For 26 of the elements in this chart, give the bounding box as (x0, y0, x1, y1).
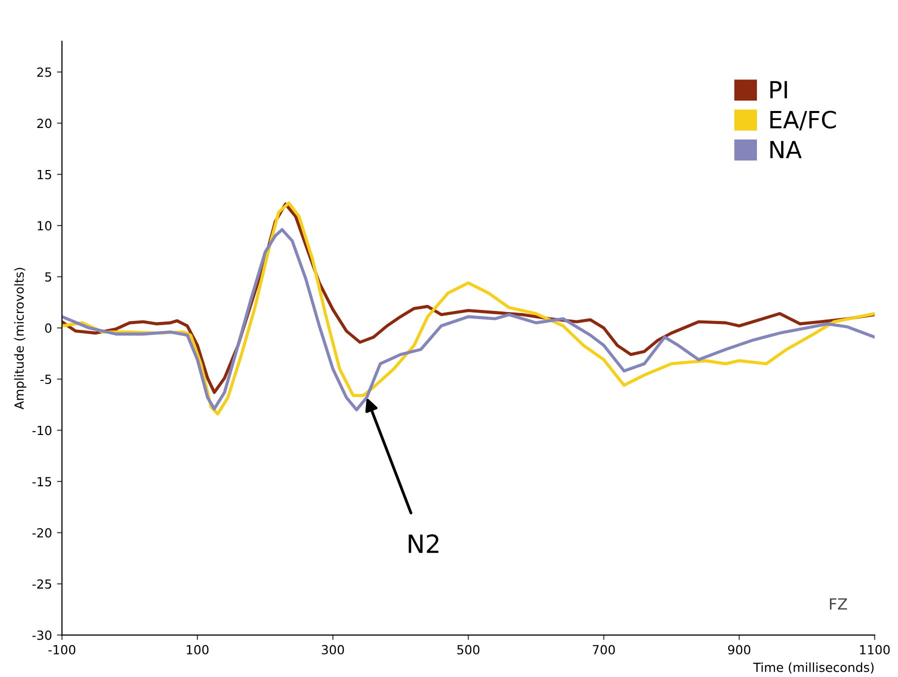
y-tick-label: -5 (40, 374, 52, 384)
y-tick-label: -20 (32, 528, 52, 538)
y-tick-label: 15 (38, 170, 52, 180)
y-tick-label: -10 (32, 426, 52, 436)
x-tick-label: 700 (592, 644, 615, 654)
y-tick-label: 5 (45, 272, 52, 282)
x-tick-label: 300 (322, 644, 344, 654)
x-axis-title: Time (milliseconds) (753, 662, 874, 674)
y-tick-label: 20 (37, 118, 52, 128)
legend-label: PI (770, 81, 787, 98)
x-tick-label: 100 (186, 644, 209, 654)
annotation: FZ (830, 598, 848, 610)
legend-label: EA/FC (770, 110, 836, 130)
y-tick-label: 0 (45, 323, 52, 333)
y-tick-label: 10 (38, 221, 52, 230)
legend-label: NA (770, 140, 802, 158)
y-axis-title: Amplitude (microvolts) (14, 268, 26, 410)
y-tick-label: -15 (32, 477, 52, 486)
x-tick-label: 500 (457, 644, 480, 654)
x-tick-label: -100 (48, 644, 76, 654)
x-tick-label: 1100 (860, 644, 890, 654)
y-tick-label: -25 (32, 579, 52, 589)
annotation: N2 (408, 534, 438, 553)
x-tick-label: 900 (728, 644, 750, 654)
y-tick-label: 25 (37, 67, 52, 77)
y-tick-label: -30 (32, 630, 52, 640)
